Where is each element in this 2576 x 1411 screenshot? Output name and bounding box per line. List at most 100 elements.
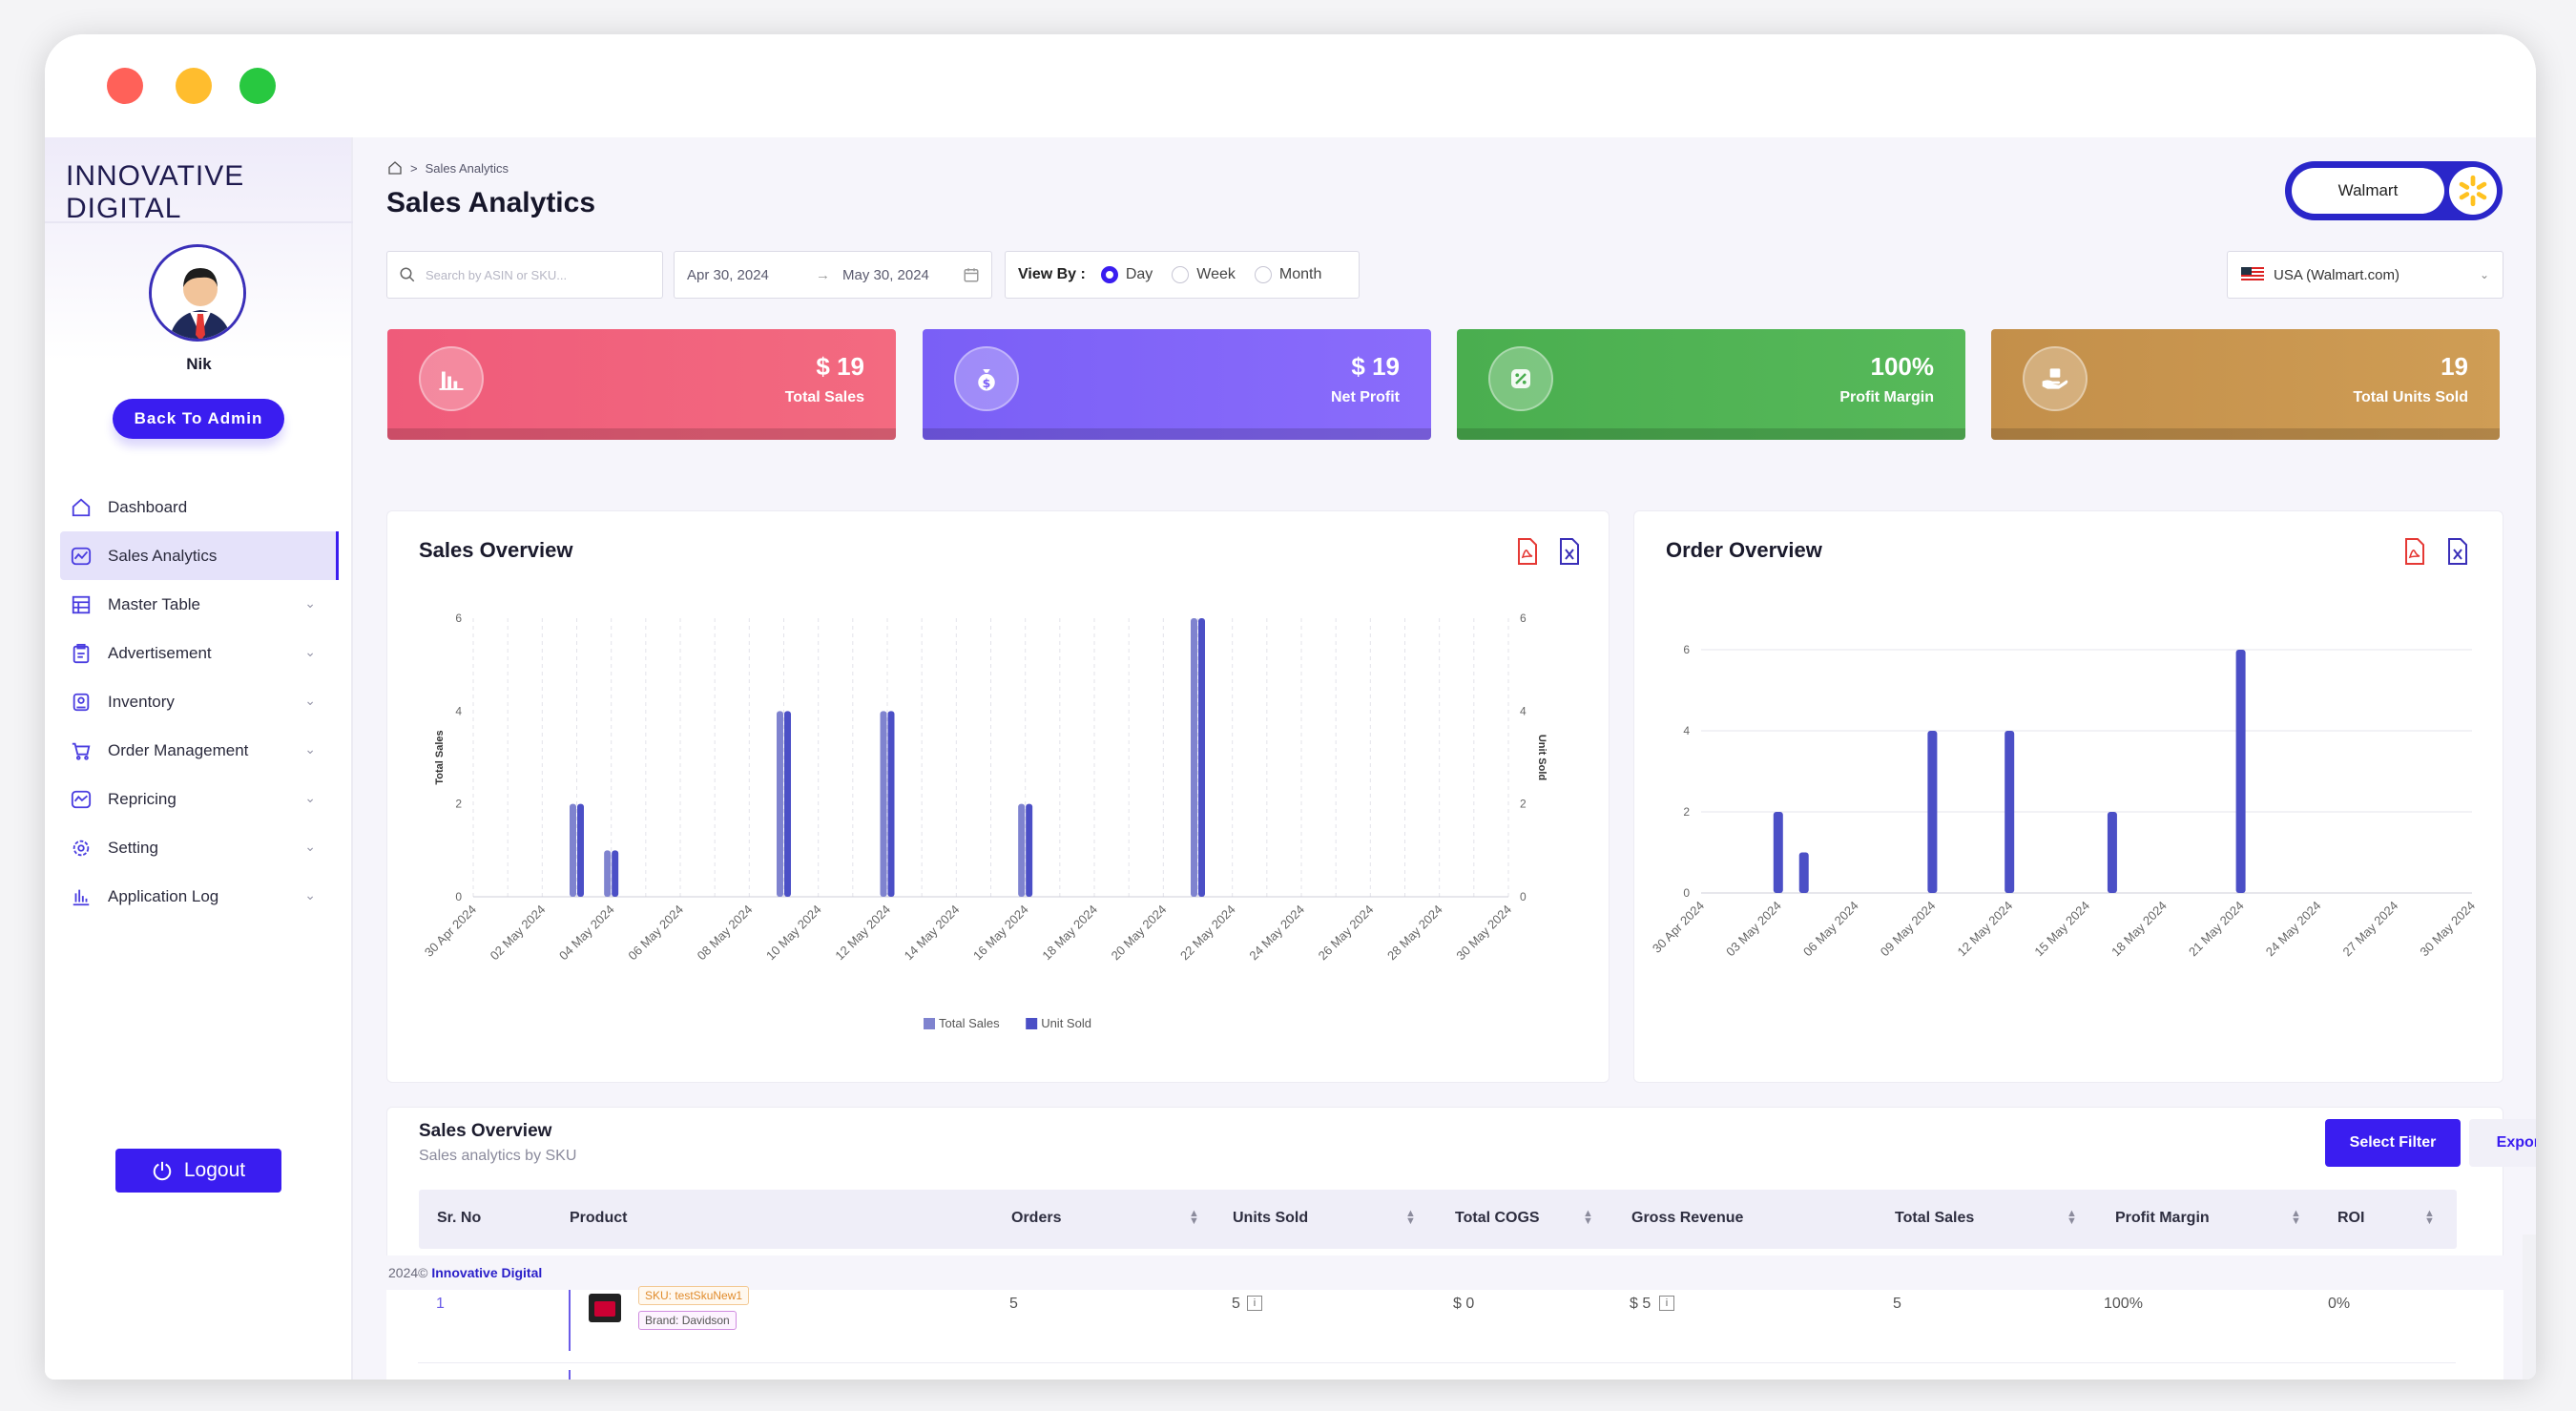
legend-swatch	[924, 1018, 935, 1029]
breadcrumb-current: Sales Analytics	[425, 160, 509, 176]
maximize-window-button[interactable]	[239, 68, 276, 104]
country-select[interactable]: USA (Walmart.com) ⌄	[2227, 251, 2503, 299]
sidebar-item-order-management[interactable]: Order Management ⌄	[60, 726, 339, 775]
bar	[604, 850, 612, 897]
minimize-window-button[interactable]	[176, 68, 212, 104]
sales-overview-card: Sales Overview 0 0 2 2 4 4 6 6 30 Apr 2024 02 May…	[386, 510, 1610, 1083]
logout-button[interactable]: Logout	[115, 1149, 281, 1193]
app-logo[interactable]: INNOVATIVE DIGITAL	[66, 160, 245, 224]
gear-icon	[70, 837, 93, 860]
back-to-admin-button[interactable]: Back To Admin	[113, 399, 284, 439]
column-header-profit-margin[interactable]: Profit Margin	[2115, 1210, 2210, 1226]
kpi-total-units-sold: 19 Total Units Sold	[1991, 329, 2500, 440]
view-by-week-radio[interactable]: Week	[1172, 266, 1236, 283]
date-to[interactable]: May 30, 2024	[842, 266, 929, 283]
table-header: Sr. No Product Orders ▲ ▼ Units Sold ▲ ▼ T…	[419, 1190, 2457, 1249]
info-icon[interactable]: i	[1659, 1296, 1674, 1311]
view-by-day-radio[interactable]: Day	[1100, 266, 1153, 283]
search-input[interactable]	[426, 267, 645, 282]
bar	[1026, 803, 1033, 897]
sort-icon[interactable]: ▲ ▼	[1405, 1208, 1416, 1227]
x-tick-label: 27 May 2024	[2340, 899, 2401, 960]
chevron-down-icon: ⌄	[304, 887, 316, 903]
y2-tick-label: 6	[1520, 612, 1527, 625]
trend-icon	[70, 788, 93, 811]
legend-swatch	[1026, 1018, 1038, 1029]
sidebar-item-repricing[interactable]: Repricing ⌄	[60, 775, 339, 823]
x-tick-label: 21 May 2024	[2186, 899, 2247, 960]
select-filter-button[interactable]: Select Filter	[2325, 1119, 2461, 1167]
sidebar-item-label: Application Log	[108, 886, 219, 905]
sort-icon[interactable]: ▲ ▼	[1189, 1208, 1199, 1227]
column-header-sr-no[interactable]: Sr. No	[437, 1210, 482, 1226]
sidebar-item-application-log[interactable]: Application Log ⌄	[60, 872, 339, 921]
logout-label: Logout	[183, 1159, 246, 1181]
x-tick-label: 22 May 2024	[1177, 903, 1238, 964]
order-overview-title: Order Overview	[1666, 538, 1822, 562]
x-tick-label: 30 May 2024	[2417, 899, 2478, 960]
x-tick-label: 03 May 2024	[1723, 899, 1784, 960]
sort-icon[interactable]: ▲ ▼	[2067, 1208, 2077, 1227]
excel-export-icon[interactable]	[2446, 538, 2469, 565]
cell-total-sales: 5	[1893, 1296, 1901, 1312]
pdf-export-icon[interactable]	[2403, 538, 2426, 565]
column-header-total-cogs[interactable]: Total COGS	[1455, 1210, 1540, 1226]
x-tick-label: 28 May 2024	[1384, 903, 1445, 964]
chevron-down-icon: ⌄	[304, 790, 316, 805]
x-tick-label: 08 May 2024	[695, 903, 756, 964]
home-icon[interactable]	[387, 160, 403, 176]
sidebar-item-setting[interactable]: Setting ⌄	[60, 823, 339, 872]
main-content: > Sales Analytics Sales Analytics Walmar…	[355, 137, 2536, 1380]
order-overview-chart: 0 2 4 6 30 Apr 2024 03 May 2024 06 May 2024 09 …	[1650, 643, 2478, 960]
column-header-product[interactable]: Product	[570, 1210, 628, 1226]
y2-tick-label: 2	[1520, 798, 1527, 811]
column-header-roi[interactable]: ROI	[2337, 1210, 2365, 1226]
sidebar-item-advertisement[interactable]: Advertisement ⌄	[60, 629, 339, 677]
bar	[1927, 731, 1938, 893]
sort-icon[interactable]: ▲ ▼	[1583, 1208, 1593, 1227]
date-from[interactable]: Apr 30, 2024	[687, 266, 769, 283]
sort-icon[interactable]: ▲ ▼	[2424, 1208, 2435, 1227]
excel-export-icon[interactable]	[1558, 538, 1581, 565]
sidebar: INNOVATIVE DIGITAL Nik Back To Admin Das…	[45, 137, 353, 1380]
radio-circle	[1100, 266, 1118, 283]
bar	[1191, 618, 1197, 897]
sort-icon[interactable]: ▲ ▼	[2291, 1208, 2301, 1227]
product-thumbnail[interactable]	[589, 1294, 621, 1322]
view-by-month-radio[interactable]: Month	[1254, 266, 1321, 283]
table-scrollbar[interactable]	[2523, 1235, 2536, 1380]
legend-label: Unit Sold	[1041, 1016, 1091, 1030]
info-icon[interactable]: i	[1247, 1296, 1262, 1311]
sidebar-item-dashboard[interactable]: Dashboard	[60, 483, 339, 531]
power-icon	[153, 1161, 172, 1181]
table-row[interactable]: 1 SKU: testSkuNew1 Brand: Davidson 5 5 i…	[386, 1286, 2503, 1380]
avatar[interactable]	[149, 244, 246, 342]
sidebar-item-master-table[interactable]: Master Table ⌄	[60, 580, 339, 629]
x-tick-label: 15 May 2024	[2031, 899, 2092, 960]
close-window-button[interactable]	[107, 68, 143, 104]
export-button[interactable]: Export	[2469, 1119, 2536, 1167]
kpi-label: Net Profit	[1331, 389, 1400, 405]
sidebar-item-sales-analytics[interactable]: Sales Analytics	[60, 531, 339, 580]
cell-units-sold: 5	[1232, 1296, 1240, 1312]
column-header-orders[interactable]: Orders	[1011, 1210, 1062, 1226]
view-by-group: View By : Day Week Month	[1005, 251, 1360, 299]
x-tick-label: 14 May 2024	[902, 903, 963, 964]
kpi-label: Profit Margin	[1839, 389, 1934, 405]
column-header-units-sold[interactable]: Units Sold	[1233, 1210, 1309, 1226]
y-tick-label: 6	[455, 612, 462, 625]
pdf-export-icon[interactable]	[1516, 538, 1539, 565]
column-header-gross-revenue[interactable]: Gross Revenue	[1631, 1210, 1744, 1226]
x-tick-label: 06 May 2024	[625, 903, 686, 964]
footer-company-link[interactable]: Innovative Digital	[431, 1265, 543, 1280]
cart-icon	[70, 739, 93, 762]
y-tick-label: 6	[1683, 643, 1690, 656]
x-tick-label: 10 May 2024	[763, 903, 824, 964]
bar	[777, 711, 783, 897]
sidebar-item-inventory[interactable]: Inventory ⌄	[60, 677, 339, 726]
column-header-total-sales[interactable]: Total Sales	[1895, 1210, 1975, 1226]
x-tick-label: 16 May 2024	[970, 903, 1031, 964]
marketplace-toggle[interactable]: Walmart	[2285, 161, 2503, 220]
date-range-picker[interactable]: Apr 30, 2024 → May 30, 2024	[674, 251, 992, 299]
breadcrumb: > Sales Analytics	[387, 160, 509, 176]
